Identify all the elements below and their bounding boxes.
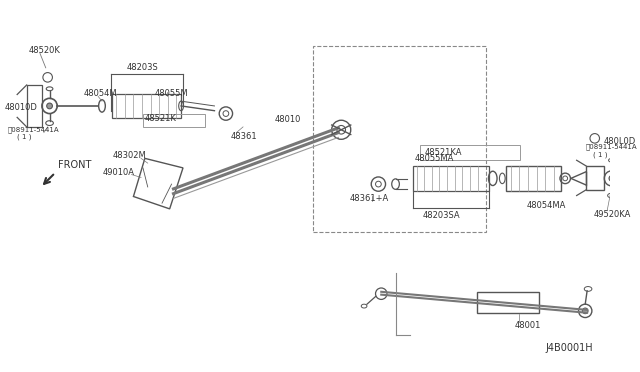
Text: 48521KA: 48521KA xyxy=(424,148,461,157)
Circle shape xyxy=(609,176,615,181)
Text: 48010D: 48010D xyxy=(4,103,38,112)
Text: 48361: 48361 xyxy=(230,132,257,141)
Bar xyxy=(143,113,205,127)
Text: FRONT: FRONT xyxy=(58,160,92,170)
Text: ⓝ08911-5441A: ⓝ08911-5441A xyxy=(585,144,637,150)
Bar xyxy=(506,166,561,191)
Text: ⓝ08911-5441A: ⓝ08911-5441A xyxy=(8,126,60,133)
Text: 48010: 48010 xyxy=(275,115,301,124)
Bar xyxy=(312,46,486,232)
Text: 48055MA: 48055MA xyxy=(415,154,454,163)
Bar xyxy=(420,145,520,160)
Text: 48055M: 48055M xyxy=(154,89,188,98)
Text: ( 1 ): ( 1 ) xyxy=(17,133,31,140)
Text: 480L0D: 480L0D xyxy=(604,137,636,146)
Text: 48054M: 48054M xyxy=(84,89,118,98)
Text: 48521K: 48521K xyxy=(145,114,177,123)
Text: 48361+A: 48361+A xyxy=(350,194,389,203)
Circle shape xyxy=(47,103,52,109)
Text: ( 1 ): ( 1 ) xyxy=(593,151,607,158)
Text: 48054MA: 48054MA xyxy=(527,201,566,209)
Bar xyxy=(586,166,604,190)
Text: 48302M: 48302M xyxy=(113,151,146,160)
Text: 48203S: 48203S xyxy=(127,63,159,72)
Text: 48001: 48001 xyxy=(515,321,541,330)
Bar xyxy=(477,292,538,313)
Text: 49520KA: 49520KA xyxy=(594,210,631,219)
Text: 48203SA: 48203SA xyxy=(422,211,460,220)
Text: J4B0001H: J4B0001H xyxy=(545,343,593,353)
Bar xyxy=(27,85,42,127)
Text: 48520K: 48520K xyxy=(29,46,60,55)
Text: 49010A: 49010A xyxy=(103,168,135,177)
Bar xyxy=(413,166,489,191)
Bar xyxy=(113,93,181,118)
Circle shape xyxy=(582,308,588,314)
